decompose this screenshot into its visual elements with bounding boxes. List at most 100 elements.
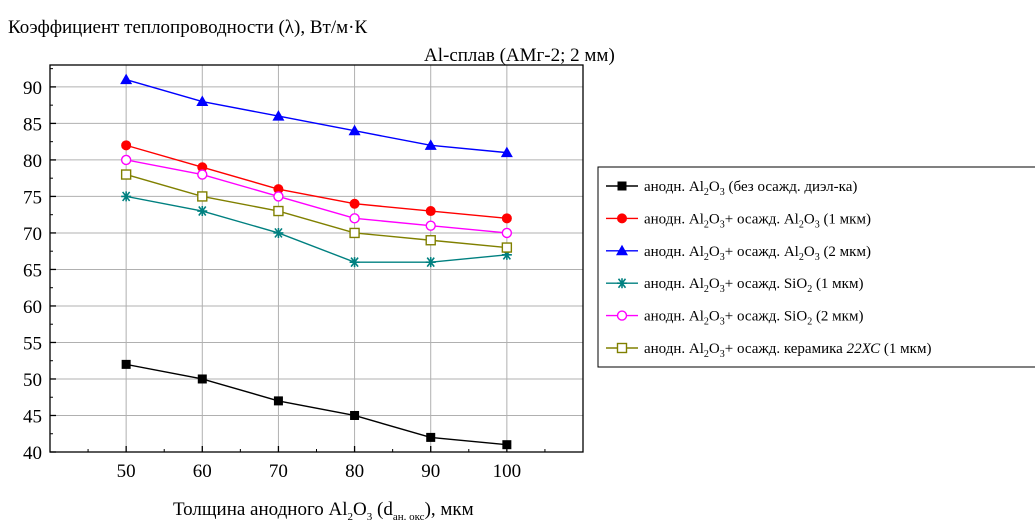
legend-label-part: 2: [704, 349, 709, 360]
legend-label-part: анодн. Al: [644, 179, 704, 195]
data-point: [272, 110, 285, 121]
data-point: [273, 184, 284, 195]
data-point: [425, 257, 436, 268]
legend-label-part: анодн. Al: [644, 341, 704, 357]
data-point: [616, 342, 628, 354]
data-point: [500, 146, 513, 158]
data-point: [349, 257, 360, 268]
data-point: [197, 191, 208, 202]
legend-label-part: 2: [704, 252, 709, 263]
data-point: [501, 213, 512, 224]
data-point: [197, 374, 207, 384]
legend-label-part: O: [804, 244, 815, 260]
series: [120, 73, 513, 158]
legend-label-part: 3: [720, 349, 725, 360]
legend-label-part: анодн. Al: [644, 276, 704, 292]
data-point: [501, 249, 512, 260]
y-tick-label: 75: [23, 187, 42, 208]
legend-item: анодн. Al2O3+ осажд. керамика 22ХС (1 мк…: [606, 341, 931, 360]
x-tick-label: 70: [269, 461, 288, 482]
data-point: [273, 205, 284, 217]
legend-label-part: анодн. Al: [644, 309, 704, 325]
legend-label-part: O: [709, 211, 720, 227]
legend-label-part: 3: [720, 284, 725, 295]
legend-label-part: (2 мкм): [820, 244, 871, 260]
legend-label-part: анодн. Al: [644, 211, 704, 227]
series-line: [125, 173, 507, 249]
data-point: [425, 220, 436, 231]
y-tick-label: 55: [23, 333, 42, 354]
legend-label-part: + осажд. Al: [725, 211, 799, 227]
x-tick-label: 100: [493, 461, 522, 482]
data-point: [616, 244, 628, 256]
y-tick-label: 65: [23, 260, 42, 281]
y-tick-label: 50: [23, 370, 42, 391]
y-tick-label: 70: [23, 224, 42, 245]
legend: анодн. Al2O3 (без осажд. диэл-ка)анодн. …: [597, 166, 1035, 368]
data-point: [616, 310, 628, 321]
data-point: [121, 359, 131, 369]
legend-label-part: O: [804, 211, 815, 227]
legend-label-part: 3: [720, 187, 725, 198]
legend-label: анодн. Al2O3+ осажд. SiO2 (2 мкм): [644, 309, 863, 328]
data-point: [273, 227, 284, 238]
legend-label-part: 3: [815, 219, 820, 230]
data-point: [350, 410, 360, 420]
data-point: [617, 213, 627, 224]
data-point: [424, 139, 437, 150]
legend-label: анодн. Al2O3+ осажд. Al2O3 (2 мкм): [644, 244, 871, 263]
y-tick-label: 45: [23, 406, 42, 427]
data-point: [121, 191, 132, 202]
data-point: [120, 169, 132, 180]
data-point: [426, 432, 436, 442]
data-point: [121, 140, 132, 151]
legend-label-part: + осажд. Al: [725, 244, 799, 260]
x-tick-label: 80: [345, 461, 364, 482]
data-point: [501, 242, 513, 253]
x-axis: 50 60 70 80 90 100: [87, 446, 546, 482]
legend-label-part: O: [709, 276, 720, 292]
legend-item: анодн. Al2O3+ осажд. Al2O3 (1 мкм): [606, 211, 871, 230]
data-point: [273, 191, 284, 202]
y-tick-label: 60: [23, 297, 42, 318]
series: [121, 191, 512, 268]
data-point: [502, 440, 512, 450]
legend-label-part: (1 мкм): [820, 211, 871, 227]
legend-label: анодн. Al2O3+ осажд. керамика 22ХС (1 мк…: [644, 341, 931, 360]
x-axis-label: Толщина анодного Al2O3 (dан. окс), мкм: [173, 499, 474, 523]
legend-label-part: 3: [720, 252, 725, 263]
data-point: [425, 206, 436, 217]
legend-label-part: 3: [815, 252, 820, 263]
legend-label-part: (без осажд. диэл-ка): [725, 179, 858, 195]
legend-label-part: O: [709, 179, 720, 195]
legend-item: анодн. Al2O3+ осажд. SiO2 (2 мкм): [606, 309, 863, 328]
y-axis: 40 45 50 55 60 65 70 75 80 85 90: [23, 68, 56, 464]
legend-label-part: 2: [704, 284, 709, 295]
series-line: [125, 144, 507, 220]
data-point: [348, 124, 361, 136]
legend-label-part: (2 мкм): [812, 309, 863, 325]
series: [121, 140, 512, 224]
data-point: [425, 235, 436, 246]
legend-label-part: (1 мкм): [812, 276, 863, 292]
data-point: [617, 278, 627, 289]
data-point: [349, 227, 360, 239]
legend-label-part: 2: [807, 284, 812, 295]
x-tick-label: 50: [117, 461, 136, 482]
legend-label-part: анодн. Al: [644, 244, 704, 260]
chart-title: Коэффициент теплопроводности (λ), Вт/м·К: [8, 17, 367, 38]
series-group: [120, 73, 513, 450]
legend-label: анодн. Al2O3 (без осажд. диэл-ка): [644, 179, 857, 198]
series-line: [126, 363, 507, 446]
legend-label-part: 2: [799, 219, 804, 230]
series-line: [125, 78, 507, 154]
y-tick-label: 80: [23, 151, 42, 172]
legend-label: анодн. Al2O3+ осажд. SiO2 (1 мкм): [644, 276, 863, 295]
legend-label-part: + осажд. керамика: [725, 341, 847, 357]
legend-label-part: 3: [720, 317, 725, 328]
data-point: [617, 181, 627, 191]
legend-label-part: O: [709, 309, 720, 325]
data-point: [197, 169, 208, 180]
data-point: [120, 73, 133, 85]
legend-label-part: 2: [807, 317, 812, 328]
